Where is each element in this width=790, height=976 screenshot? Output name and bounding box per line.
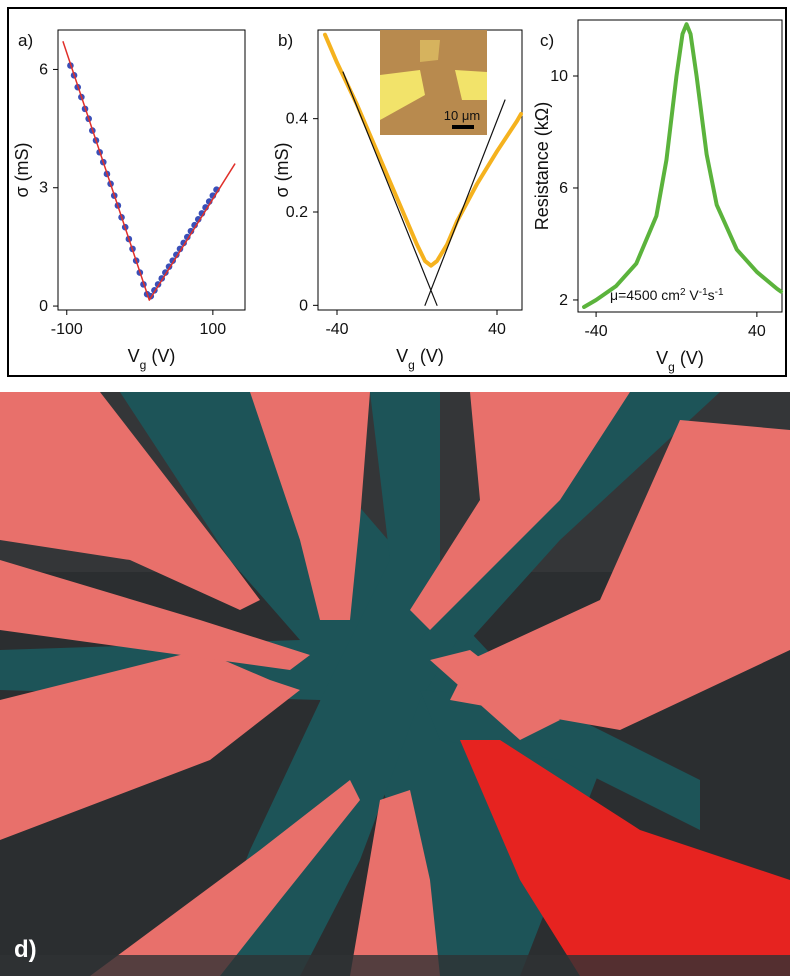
panel-label: c) [540,31,554,50]
teal-region [200,392,470,976]
data-point [180,239,187,247]
text-part: (V) [415,346,444,366]
y-tick-label: 3 [39,180,48,197]
subscript: g [408,358,415,372]
y-tick-label: 0 [299,297,308,314]
text-part: μ=4500 cm [610,287,680,303]
teal-region [420,690,700,830]
inset-contact [455,70,487,100]
text-part: V [128,346,140,366]
data-point [191,221,198,229]
plot-frame [57,29,246,311]
text-part: σ (mS) [12,142,32,197]
panel-label: d) [14,936,37,963]
contact [350,790,440,976]
data-line [424,99,506,306]
superscript: 2 [680,287,686,298]
contact [430,650,560,740]
superscript: -1 [699,287,708,298]
label: σ (mS) [12,142,32,197]
photo-edge [0,955,790,976]
chart: c) -40 40 2 6 10 Vg (V) Resistance (kΩ) μ=4500 c… [532,19,783,374]
inset-contact [380,70,425,120]
x-tick-label: 40 [748,323,766,340]
label: σ (mS) [272,142,292,197]
text-part: (V) [146,346,175,366]
teal-region [0,392,600,976]
chart: b) -40 40 0 0.2 0.4 Vg (V) σ (mS) 10 μm [272,29,523,372]
y-tick-label: 6 [559,180,568,197]
label: Vg (V) [128,346,176,372]
x-tick-label: 100 [200,321,227,338]
y-tick-label: 2 [559,292,568,309]
text-part: (V) [675,348,704,368]
text-part: σ (mS) [272,142,292,197]
label: Resistance (kΩ) [532,102,552,231]
y-tick-label: 0.2 [286,204,308,221]
panel-label: b) [278,31,293,50]
label: μ=4500 cm2 V-1s-1 [610,287,724,304]
contact [250,392,370,620]
data-line [582,22,783,309]
text-part: s [708,287,715,303]
data-point [187,227,195,235]
top-frame [7,7,787,377]
subscript: g [140,358,147,372]
y-tick-label: 10 [550,68,568,85]
y-tick-label: 0 [39,298,48,315]
chart: a) -100 100 0 3 6 Vg (V) σ (mS) [12,29,246,372]
text-part: Resistance (kΩ) [532,102,552,231]
panel-d: d) [0,392,790,976]
inset-image: 10 μm [380,30,487,135]
data-line [62,41,236,301]
contact [410,392,630,630]
inset-contact [420,40,440,62]
plot-frame [577,19,783,313]
subscript: g [668,360,675,374]
panel-label: a) [18,31,33,50]
data-line [323,32,523,268]
label: Vg (V) [396,346,444,372]
text-part: V [396,346,408,366]
teal-region [420,392,720,640]
x-tick-label: 40 [488,321,506,338]
inset-label: 10 μm [444,108,480,123]
x-tick-label: -40 [585,323,608,340]
contact [450,420,790,730]
data-line [342,71,438,306]
x-tick-label: -100 [51,321,83,338]
y-tick-label: 0.4 [286,111,308,128]
text-part: V [686,287,700,303]
y-tick-label: 6 [39,61,48,78]
data-point [183,233,191,241]
label: Vg (V) [656,348,704,374]
text-part: V [656,348,668,368]
x-tick-label: -40 [325,321,348,338]
contact [90,780,360,976]
contact [0,650,300,840]
contact [460,740,790,976]
contact [0,392,260,610]
superscript: -1 [715,287,724,298]
data-point [176,245,184,253]
contact [0,560,310,670]
